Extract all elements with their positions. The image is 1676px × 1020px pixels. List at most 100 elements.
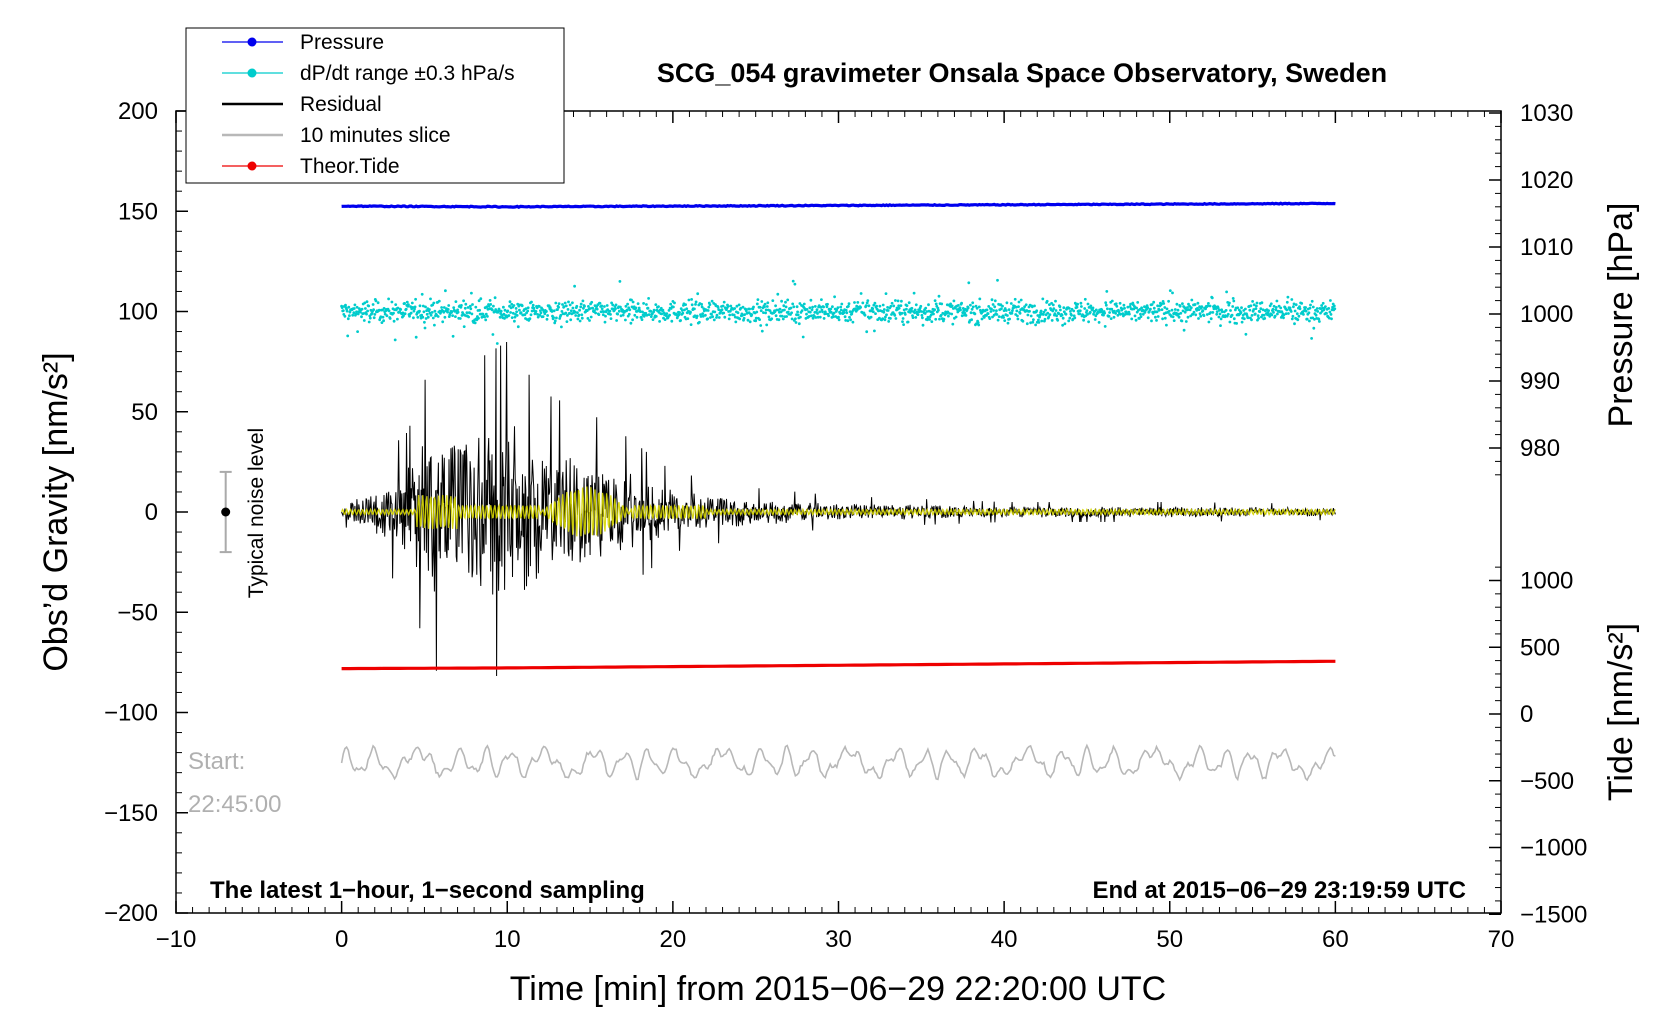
dpdt-point [723, 315, 727, 319]
dpdt-point [718, 311, 722, 315]
dpdt-point [1188, 308, 1192, 312]
dpdt-point [1046, 311, 1050, 315]
dpdt-point [385, 314, 389, 318]
dpdt-point [733, 307, 737, 310]
dpdt-point [907, 301, 911, 305]
dpdt-point [1075, 305, 1079, 309]
dpdt-point [973, 312, 977, 316]
dpdt-point [502, 305, 505, 309]
dpdt-point [987, 305, 991, 308]
dpdt-point [1267, 309, 1270, 312]
dpdt-point [1282, 316, 1285, 320]
dpdt-point [477, 316, 480, 320]
dpdt-point [701, 312, 705, 315]
dpdt-point [960, 314, 964, 318]
chart-title: SCG_054 gravimeter Onsala Space Observat… [657, 58, 1387, 88]
residual-series [340, 341, 1336, 677]
dpdt-point [564, 311, 568, 315]
dpdt-point [409, 305, 412, 309]
slice-line [340, 743, 1336, 782]
dpdt-point [1006, 321, 1010, 325]
dpdt-point [634, 306, 638, 310]
dpdt-point [1051, 303, 1055, 307]
dpdt-point [451, 314, 454, 317]
dpdt-point [1207, 320, 1211, 324]
dpdt-point [367, 304, 371, 308]
dpdt-point [553, 319, 557, 323]
dpdt-point [344, 303, 347, 307]
dpdt-point [1130, 317, 1134, 321]
dpdt-point [416, 315, 420, 319]
dpdt-point [1285, 300, 1289, 304]
dpdt-point [362, 312, 366, 315]
dpdt-point [564, 304, 568, 308]
legend-label: Theor.Tide [300, 155, 400, 178]
dpdt-point [939, 313, 943, 317]
dpdt-point [1007, 308, 1011, 311]
dpdt-point [701, 314, 705, 318]
dpdt-point [356, 330, 359, 333]
dpdt-point [970, 318, 973, 322]
y-left-axis-title: Obs’d Gravity [nm/s²] [37, 352, 75, 671]
dpdt-point [982, 316, 986, 319]
dpdt-point [892, 304, 896, 308]
dpdt-series [340, 278, 1337, 345]
dpdt-point [1231, 297, 1235, 300]
dpdt-point [759, 324, 763, 327]
dpdt-point [901, 317, 905, 320]
dpdt-point [566, 308, 570, 311]
dpdt-point [353, 303, 357, 307]
dpdt-point [1087, 320, 1090, 324]
dpdt-point [1328, 310, 1332, 314]
x-axis-title: Time [min] from 2015−06−29 22:20:00 UTC [510, 970, 1166, 1008]
dpdt-point [462, 299, 465, 303]
dpdt-point [771, 299, 775, 302]
dpdt-point [1104, 301, 1108, 305]
dpdt-point [663, 318, 667, 321]
dpdt-point [1103, 311, 1106, 315]
dpdt-point [942, 317, 946, 321]
dpdt-point [966, 306, 970, 310]
dpdt-point [470, 291, 473, 295]
dpdt-point [1218, 308, 1221, 312]
dpdt-point [865, 301, 869, 305]
dpdt-point [374, 299, 378, 303]
dpdt-point [642, 302, 645, 305]
dpdt-point [774, 314, 778, 318]
dpdt-point [900, 299, 903, 303]
dpdt-point [593, 309, 596, 312]
dpdt-point [805, 312, 808, 316]
dpdt-point [468, 311, 472, 315]
dpdt-point [471, 303, 474, 306]
dpdt-point [913, 311, 917, 315]
dpdt-point [1230, 313, 1234, 317]
dpdt-point [1149, 307, 1152, 311]
dpdt-point [526, 309, 530, 313]
dpdt-point [1300, 302, 1304, 305]
dpdt-point [356, 312, 360, 316]
dpdt-point [1291, 314, 1295, 318]
dpdt-point [465, 311, 469, 315]
tide-tick-label: −1500 [1520, 901, 1587, 928]
dpdt-point [1053, 312, 1057, 315]
dpdt-point [489, 303, 493, 306]
dpdt-point [959, 308, 962, 312]
dpdt-point [628, 308, 632, 312]
dpdt-point [1072, 309, 1076, 313]
dpdt-point [906, 320, 910, 324]
dpdt-point [734, 320, 738, 324]
dpdt-point [1113, 309, 1116, 313]
legend-marker [247, 161, 257, 171]
dpdt-point [619, 305, 622, 309]
dpdt-point [1185, 308, 1189, 312]
dpdt-point [990, 307, 993, 311]
dpdt-point [1290, 317, 1294, 321]
dpdt-point [1092, 312, 1095, 316]
dpdt-point [1154, 315, 1157, 319]
dpdt-point [765, 305, 769, 308]
dpdt-point [814, 316, 818, 319]
dpdt-point [412, 309, 416, 313]
dpdt-point [1067, 319, 1071, 323]
dpdt-point [954, 315, 958, 319]
dpdt-point [1175, 311, 1178, 315]
